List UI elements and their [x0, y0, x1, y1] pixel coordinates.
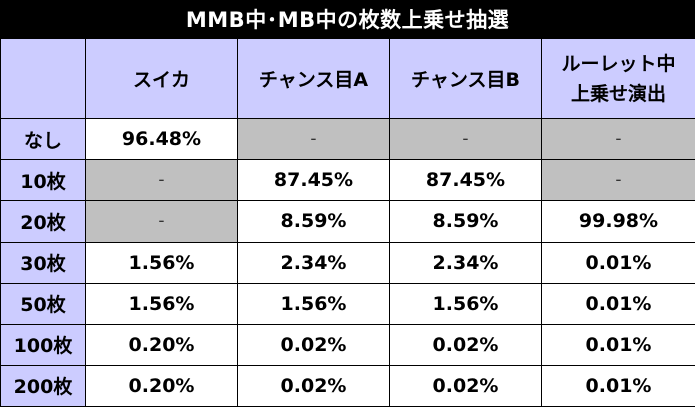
table-cell: 1.56%	[85, 282, 238, 325]
table-row: 10枚 - 87.45% 87.45% -	[0, 159, 695, 202]
row-label: 30枚	[0, 241, 86, 284]
table-cell: 1.56%	[389, 282, 542, 325]
table-cell-na: -	[541, 159, 695, 202]
table-cell: 99.98%	[541, 200, 695, 243]
table-title: MMB中･MB中の枚数上乗せ抽選	[0, 0, 695, 38]
table-cell: 0.01%	[541, 323, 695, 366]
table-cell: 87.45%	[389, 159, 542, 202]
table-cell-na: -	[389, 118, 542, 161]
header-row: スイカ チャンス目A チャンス目B ルーレット中 上乗せ演出	[0, 37, 695, 120]
table-cell: 8.59%	[389, 200, 542, 243]
column-header-suika: スイカ	[85, 37, 238, 120]
table-row: 20枚 - 8.59% 8.59% 99.98%	[0, 200, 695, 243]
table-cell: 1.56%	[237, 282, 390, 325]
table-row: 50枚 1.56% 1.56% 1.56% 0.01%	[0, 282, 695, 325]
table-cell: 0.02%	[237, 323, 390, 366]
table-cell: 8.59%	[237, 200, 390, 243]
table-cell: 2.34%	[389, 241, 542, 284]
odds-table: スイカ チャンス目A チャンス目B ルーレット中 上乗せ演出 なし 96.48%…	[0, 37, 695, 407]
table-cell: 87.45%	[237, 159, 390, 202]
table-cell: 0.01%	[541, 241, 695, 284]
table-cell: 96.48%	[85, 118, 238, 161]
table-cell: 0.01%	[541, 364, 695, 407]
table-cell: 2.34%	[237, 241, 390, 284]
column-header-chance-b: チャンス目B	[389, 37, 542, 120]
table-row: 200枚 0.20% 0.02% 0.02% 0.01%	[0, 364, 695, 407]
table-cell-na: -	[541, 118, 695, 161]
table-cell: 0.20%	[85, 323, 238, 366]
table-cell: 0.02%	[389, 323, 542, 366]
table-cell: 0.02%	[237, 364, 390, 407]
row-label: 10枚	[0, 159, 86, 202]
row-label: 20枚	[0, 200, 86, 243]
table-row: 30枚 1.56% 2.34% 2.34% 0.01%	[0, 241, 695, 284]
table-row: なし 96.48% - - -	[0, 118, 695, 161]
table-row: 100枚 0.20% 0.02% 0.02% 0.01%	[0, 323, 695, 366]
corner-cell	[0, 37, 86, 120]
row-label: 100枚	[0, 323, 86, 366]
column-header-roulette-line1: ルーレット中	[561, 52, 676, 75]
table-cell: 0.01%	[541, 282, 695, 325]
row-label: 50枚	[0, 282, 86, 325]
row-label: 200枚	[0, 364, 86, 407]
column-header-chance-a: チャンス目A	[237, 37, 390, 120]
table-cell: 0.20%	[85, 364, 238, 407]
column-header-roulette-line2: 上乗せ演出	[570, 82, 666, 105]
column-header-roulette: ルーレット中 上乗せ演出	[541, 37, 695, 120]
row-label: なし	[0, 118, 86, 161]
table-cell: 0.02%	[389, 364, 542, 407]
table-cell-na: -	[85, 159, 238, 202]
table-cell: 1.56%	[85, 241, 238, 284]
table-cell-na: -	[85, 200, 238, 243]
table-cell-na: -	[237, 118, 390, 161]
